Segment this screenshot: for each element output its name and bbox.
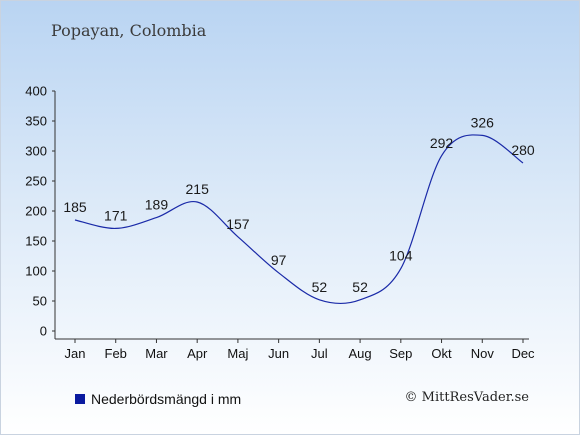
x-tick-label: Apr	[187, 346, 208, 361]
y-tick-label: 300	[25, 144, 47, 159]
data-label: 157	[226, 216, 250, 232]
data-label: 326	[471, 114, 495, 130]
data-label: 215	[186, 181, 210, 197]
legend: Nederbördsmängd i mm	[75, 391, 241, 407]
data-label: 52	[352, 279, 368, 295]
y-tick-label: 400	[25, 84, 47, 99]
x-tick-label: Nov	[471, 346, 495, 361]
x-tick-label: Jul	[311, 346, 328, 361]
x-tick-label: Jan	[65, 346, 86, 361]
x-axis-ticks: Jan Feb Mar Apr Maj Jun Jul Aug Sep Okt Nov Dec	[65, 339, 535, 361]
data-label: 52	[312, 279, 328, 295]
x-tick-label: Mar	[145, 346, 168, 361]
y-tick-label: 0	[40, 324, 47, 339]
y-axis-ticks: 0 50 100 150 200 250 300 350 400	[25, 84, 55, 339]
data-label: 280	[511, 142, 535, 158]
y-tick-label: 200	[25, 204, 47, 219]
data-labels: 185 171 189 215 157 97 52 52 104 292 326 280	[63, 114, 535, 294]
x-tick-label: Aug	[349, 346, 372, 361]
y-tick-label: 350	[25, 114, 47, 129]
x-tick-label: Jun	[268, 346, 289, 361]
data-label: 171	[104, 207, 128, 223]
axes	[54, 91, 529, 340]
data-label: 185	[63, 199, 87, 215]
y-tick-label: 250	[25, 174, 47, 189]
x-tick-label: Dec	[511, 346, 535, 361]
y-tick-label: 50	[33, 294, 47, 309]
data-label: 189	[145, 197, 169, 213]
legend-swatch	[75, 394, 85, 404]
x-tick-label: Feb	[105, 346, 127, 361]
x-tick-label: Maj	[227, 346, 248, 361]
legend-label: Nederbördsmängd i mm	[91, 391, 242, 407]
data-label: 292	[430, 135, 454, 151]
data-label: 97	[271, 252, 287, 268]
credit-text: © MittResVader.se	[404, 390, 529, 405]
x-tick-label: Okt	[431, 346, 452, 361]
y-tick-label: 100	[25, 264, 47, 279]
data-label: 104	[389, 248, 413, 264]
x-tick-label: Sep	[389, 346, 412, 361]
chart-title: Popayan, Colombia	[51, 21, 207, 40]
y-tick-label: 150	[25, 234, 47, 249]
series-line	[74, 134, 524, 305]
